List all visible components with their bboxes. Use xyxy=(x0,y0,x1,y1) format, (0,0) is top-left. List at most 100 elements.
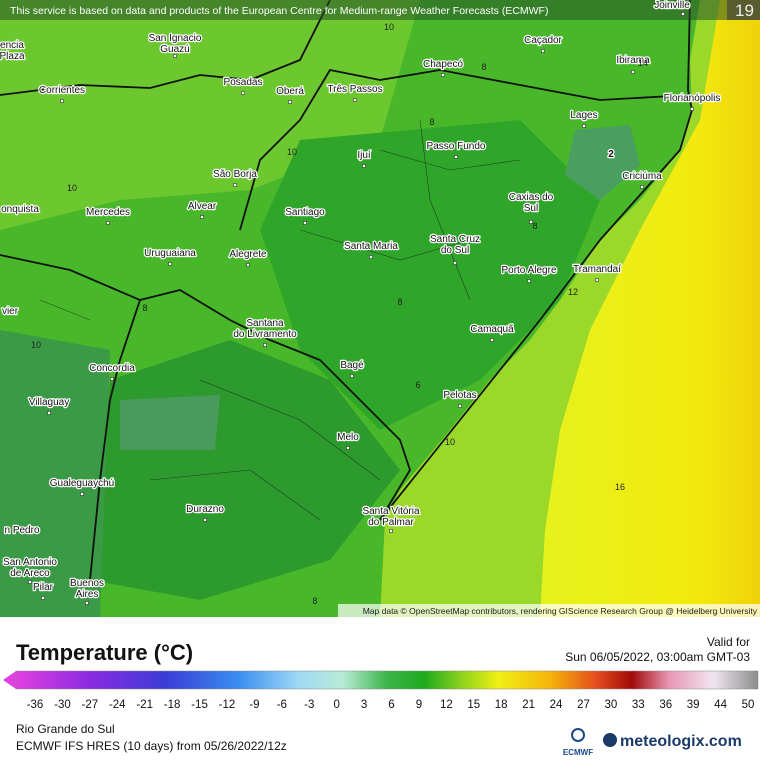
city-label-line: Caxias do xyxy=(509,192,554,203)
city-label: Joinville xyxy=(654,0,690,11)
city-label: Passo Fundo xyxy=(427,141,486,152)
contour-label: 10 xyxy=(384,22,394,32)
legend-tick-label: 9 xyxy=(416,699,422,711)
city-dot xyxy=(200,215,204,219)
contour-label: 8 xyxy=(532,221,537,231)
city-label-line: Ibirama xyxy=(616,55,650,66)
city-dot xyxy=(362,164,366,168)
contour-label: 10 xyxy=(445,437,455,447)
legend-tick-label: -24 xyxy=(109,699,126,711)
city-label: Tramandaí xyxy=(573,264,621,275)
city-label-line: Mercedes xyxy=(86,207,130,218)
city-label: Concordia xyxy=(89,363,135,374)
city-label-line: Tramandaí xyxy=(573,264,621,275)
city-label: Mercedes xyxy=(86,207,130,218)
contour-label: 16 xyxy=(615,482,625,492)
city-label: Florianópolis xyxy=(664,93,721,104)
city-label: Santana do Livramento xyxy=(233,318,297,340)
city-label-line: São Borja xyxy=(213,169,257,180)
city-label-line: do Livramento xyxy=(233,329,297,340)
model-run: ECMWF IFS HRES (10 days) from 05/26/2022… xyxy=(16,739,287,753)
city-dot xyxy=(203,518,207,522)
city-label-line: Porto Alegre xyxy=(501,265,556,276)
city-dot xyxy=(490,338,494,342)
city-dot xyxy=(263,343,267,347)
city-label: Chapecó xyxy=(423,59,463,70)
city-label-line: encia xyxy=(0,40,24,51)
city-label: Alegrete xyxy=(229,249,267,260)
city-label-line: Alegrete xyxy=(229,249,267,260)
city-label: Santa Vitória do Palmar xyxy=(362,506,420,528)
contour-label: 10 xyxy=(287,147,297,157)
contour-label: 8 xyxy=(397,297,402,307)
legend-tick-label: -18 xyxy=(164,699,181,711)
city-label: encia xyxy=(0,40,24,51)
legend-tick-label: -15 xyxy=(191,699,208,711)
city-dot xyxy=(350,374,354,378)
city-dot xyxy=(527,279,531,283)
city-dot xyxy=(168,262,172,266)
city-label: Santiago xyxy=(285,207,325,218)
valid-label: Valid for xyxy=(707,635,750,649)
city-dot xyxy=(582,124,586,128)
legend-tick-label: 6 xyxy=(388,699,394,711)
legend: Temperature (°C) Valid for Sun 06/05/202… xyxy=(3,635,759,757)
city-dot xyxy=(458,404,462,408)
city-label: Gualeguaychú xyxy=(50,478,115,489)
legend-tick-label: 24 xyxy=(550,699,563,711)
legend-tick-label: -36 xyxy=(27,699,44,711)
contour-label: 14 xyxy=(638,58,648,68)
city-dot xyxy=(288,100,292,104)
legend-tick-label: -3 xyxy=(304,699,314,711)
city-label: Uruguaiana xyxy=(144,248,196,259)
city-dot xyxy=(453,261,457,265)
city-label-line: Ijuí xyxy=(357,150,371,161)
city-label-line: n Pedro xyxy=(4,525,39,536)
legend-tick-label: 18 xyxy=(495,699,508,711)
city-label: Caçador xyxy=(524,35,562,46)
legend-tick-label: -30 xyxy=(54,699,71,711)
city-label-line: Villaguay xyxy=(29,397,69,408)
city-label-line: Guazú xyxy=(160,44,189,55)
city-label: Caxias do Sul xyxy=(509,192,554,214)
city-label-line: Oberá xyxy=(276,86,304,97)
city-dot xyxy=(631,70,635,74)
city-dot xyxy=(441,73,445,77)
city-label-line: do Sul xyxy=(441,245,469,256)
city-label: Durazno xyxy=(186,504,224,515)
legend-tick-label: 21 xyxy=(522,699,535,711)
city-label-line: do Palmar xyxy=(368,517,414,528)
city-label: Camaquã xyxy=(470,324,514,335)
legend-tick-label: 15 xyxy=(467,699,480,711)
city-label-line: Posadas xyxy=(224,77,263,88)
city-dot xyxy=(110,377,114,381)
city-dot xyxy=(454,155,458,159)
city-label-line: Florianópolis xyxy=(664,93,721,104)
city-dot xyxy=(106,221,110,225)
city-dot xyxy=(681,12,685,16)
city-dot xyxy=(233,183,237,187)
city-label: Oberá xyxy=(276,86,304,97)
city-dot xyxy=(595,278,599,282)
city-label: Porto Alegre xyxy=(501,265,556,276)
city-label: Plaza xyxy=(0,51,25,62)
city-label-line: San Ignacio xyxy=(149,33,202,44)
city-label-line: Buenos xyxy=(70,578,104,589)
city-label-line: Camaquã xyxy=(470,324,514,335)
city-dot xyxy=(369,255,373,259)
brand: meteologix.com xyxy=(620,733,742,750)
legend-tick-label: 0 xyxy=(333,699,339,711)
city-label: onquista xyxy=(1,204,39,215)
city-label-line: Criciúma xyxy=(622,171,662,182)
contour-label: 8 xyxy=(481,62,486,72)
contour-label: 8 xyxy=(429,117,434,127)
city-dot xyxy=(47,411,51,415)
city-label: vier xyxy=(2,306,19,317)
city-label: Melo xyxy=(337,432,359,443)
city-label: Ijuí xyxy=(357,150,371,161)
city-dot xyxy=(303,221,307,225)
notice: This service is based on data and produc… xyxy=(10,5,548,17)
legend-tick-label: 3 xyxy=(361,699,367,711)
city-label-line: Melo xyxy=(337,432,359,443)
legend-tick-label: -9 xyxy=(249,699,259,711)
